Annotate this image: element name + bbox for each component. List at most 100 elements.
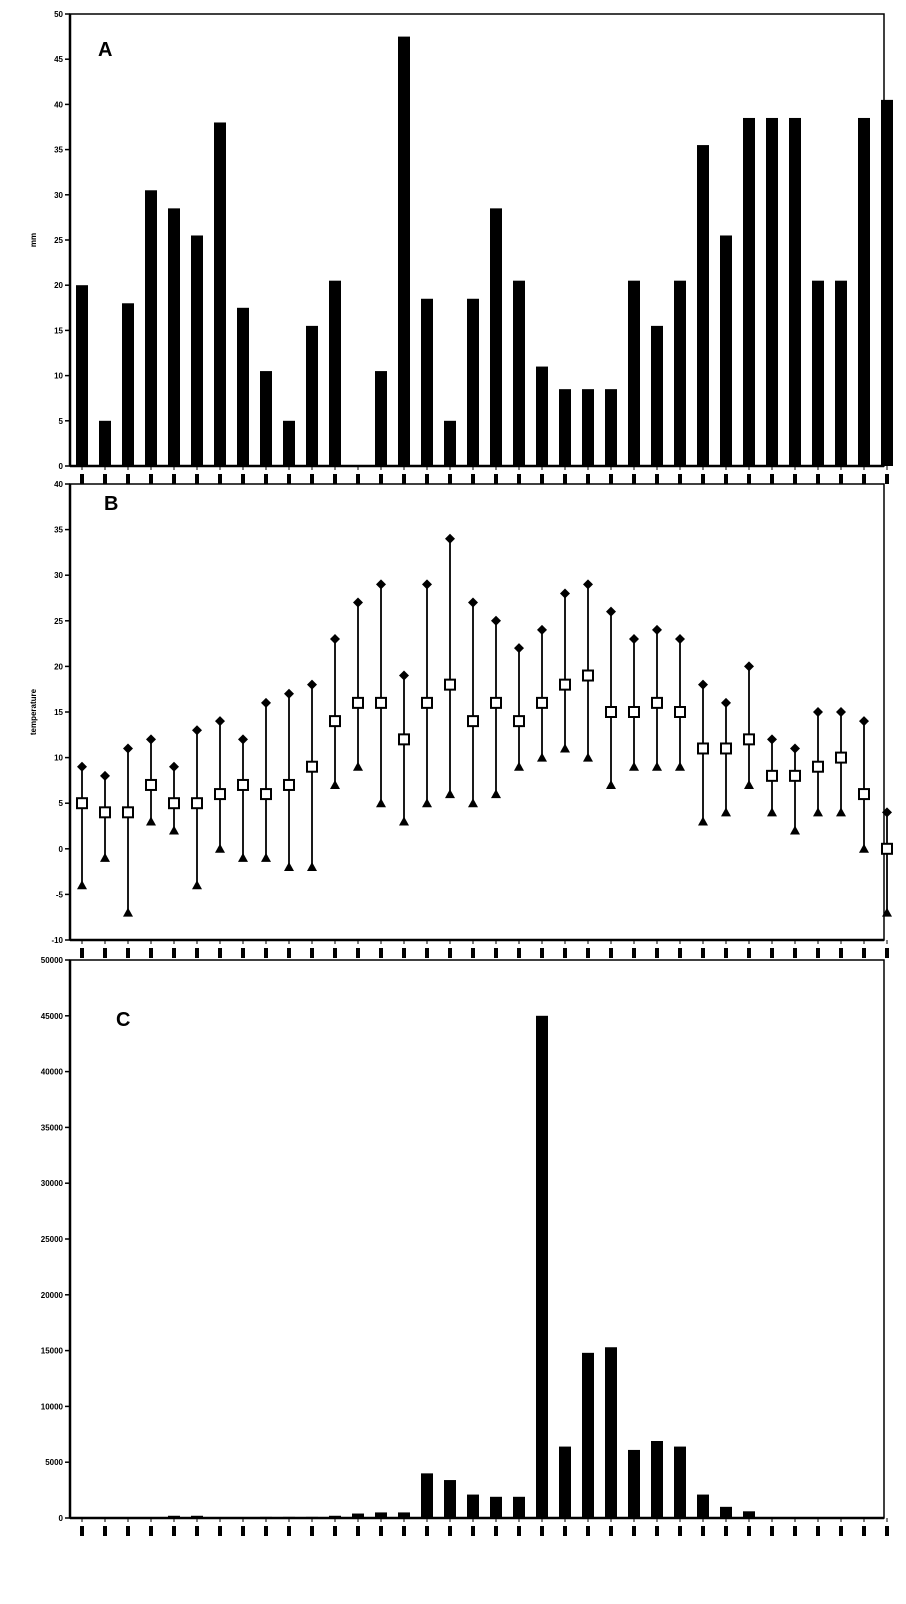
panel-a-bar-14 xyxy=(398,36,410,466)
panel-a-bar-26 xyxy=(674,280,686,466)
panel-c-x-category-glyph-25 xyxy=(655,1526,659,1536)
panel-a-x-category-glyph-3 xyxy=(149,474,153,484)
panel-b-max-marker-34 xyxy=(859,716,869,727)
panel-b-mean-marker-27 xyxy=(697,742,709,755)
panel-b-mean-marker-34 xyxy=(858,788,870,801)
panel-b-y-tick-label-3: 5 xyxy=(59,799,64,808)
panel-a-x-category-glyph-12 xyxy=(356,474,360,484)
panel-b-mean-marker-0 xyxy=(76,797,88,810)
panel-b-min-marker-34 xyxy=(859,843,869,853)
panel-c-x-category-glyph-32 xyxy=(816,1526,820,1536)
panel-a-x-category-glyph-24 xyxy=(632,474,636,484)
panel-c-bar-29 xyxy=(743,1511,755,1518)
panel-b-min-marker-14 xyxy=(399,816,409,826)
panel-c-y-tick-label-5: 25000 xyxy=(41,1235,64,1244)
panel-a-bar-19 xyxy=(513,280,525,466)
panel-b-min-marker-11 xyxy=(330,779,340,789)
panel-c-bar-16 xyxy=(444,1480,456,1518)
panel-c-x-category-glyph-23 xyxy=(609,1526,613,1536)
panel-a-x-category-glyph-9 xyxy=(287,474,291,484)
panel-b-mean-marker-30 xyxy=(766,769,778,782)
panel-c-x-category-glyph-10 xyxy=(310,1526,314,1536)
panel-a-x-category-glyph-5 xyxy=(195,474,199,484)
panel-c-x-category-glyph-21 xyxy=(563,1526,567,1536)
panel-c-x-category-glyph-28 xyxy=(724,1526,728,1536)
panel-b-x-category-glyph-8 xyxy=(264,948,268,958)
panel-a-bar-7 xyxy=(237,307,249,466)
panel-c-bar-8 xyxy=(260,1516,272,1518)
panel-b-max-marker-25 xyxy=(652,624,662,635)
panel-c-x-category-glyph-4 xyxy=(172,1526,176,1536)
panel-b-x-category-glyph-19 xyxy=(517,948,521,958)
panel-a-bar-22 xyxy=(582,389,594,466)
panel-a-bar-21 xyxy=(559,389,571,466)
panel-a-bar-8 xyxy=(260,371,272,466)
panel-b-min-marker-31 xyxy=(790,825,800,835)
panel-c-bar-27 xyxy=(697,1494,709,1518)
panel-a-x-category-glyph-35 xyxy=(885,474,889,484)
panel-a-bar-32 xyxy=(812,280,824,466)
panel-a-y-tick-label-0: 0 xyxy=(59,462,64,471)
panel-b-y-tick-label-7: 25 xyxy=(54,617,63,626)
panel-a-x-category-glyph-23 xyxy=(609,474,613,484)
panel-b-min-marker-3 xyxy=(146,816,156,826)
panel-a-bar-1 xyxy=(99,420,111,466)
panel-b-mean-marker-35 xyxy=(881,842,893,855)
panel-b-min-marker-20 xyxy=(537,752,547,762)
panel-c-y-tick-label-7: 35000 xyxy=(41,1123,64,1132)
panel-a-bar-2 xyxy=(122,303,134,466)
panel-b-x-category-glyph-3 xyxy=(149,948,153,958)
panel-c-y-tick-label-10: 50000 xyxy=(41,956,64,965)
panel-a-x-category-glyph-4 xyxy=(172,474,176,484)
panel-b-max-marker-10 xyxy=(307,679,317,690)
panel-c-x-category-glyph-35 xyxy=(885,1526,889,1536)
panel-a-x-category-glyph-2 xyxy=(126,474,130,484)
panel-b-x-category-glyph-1 xyxy=(103,948,107,958)
panel-c-x-category-glyph-16 xyxy=(448,1526,452,1536)
panel-b-y-tick-label-6: 20 xyxy=(54,662,63,671)
panel-c-bar-17 xyxy=(467,1494,479,1518)
panel-a-bar-30 xyxy=(766,117,778,467)
panel-b-chart: -10 -5 0 5 10 15 20 25 30 35 40 temperature xyxy=(29,480,893,958)
panel-b-max-marker-7 xyxy=(238,734,248,745)
panel-b-x-category-glyph-20 xyxy=(540,948,544,958)
panel-c-x-category-glyph-11 xyxy=(333,1526,337,1536)
panel-b-min-marker-0 xyxy=(77,880,87,890)
panel-b-max-marker-5 xyxy=(192,725,202,736)
panel-b-x-category-glyph-22 xyxy=(586,948,590,958)
panel-a-bar-18 xyxy=(490,208,502,467)
panel-b-min-marker-18 xyxy=(491,789,501,799)
panel-b-max-marker-29 xyxy=(744,661,754,672)
panel-c-bar-4 xyxy=(168,1515,180,1518)
panel-b-min-marker-32 xyxy=(813,807,823,817)
panel-b-x-category-glyph-7 xyxy=(241,948,245,958)
panel-c-chart: 0 5000 10000 15000 20000 25000 30000 35000 40000… xyxy=(41,956,889,1536)
panel-b-min-marker-26 xyxy=(675,761,685,771)
panel-c-x-category-glyph-1 xyxy=(103,1526,107,1536)
panel-b-max-marker-16 xyxy=(445,533,455,544)
panel-b-max-marker-23 xyxy=(606,606,616,617)
panel-a-bar-33 xyxy=(835,280,847,466)
panel-c-bar-12 xyxy=(352,1513,364,1518)
panel-b-max-marker-12 xyxy=(353,597,363,608)
panel-c-x-category-glyph-2 xyxy=(126,1526,130,1536)
panel-c-x-category-glyph-13 xyxy=(379,1526,383,1536)
panel-b-max-marker-20 xyxy=(537,624,547,635)
panel-c-y-tick-label-6: 30000 xyxy=(41,1179,64,1188)
panel-b-x-category-glyph-12 xyxy=(356,948,360,958)
panel-b-min-marker-7 xyxy=(238,852,248,862)
panel-c-label: C xyxy=(116,1009,130,1031)
panel-a-y-tick-label-2: 10 xyxy=(54,372,63,381)
panel-b-y-tick-label-4: 10 xyxy=(54,754,63,763)
panel-b-max-marker-19 xyxy=(514,643,524,654)
panel-c-x-category-glyph-27 xyxy=(701,1526,705,1536)
panel-a-bar-23 xyxy=(605,389,617,466)
panel-a-bar-35 xyxy=(881,99,893,466)
panel-c-x-category-glyph-0 xyxy=(80,1526,84,1536)
panel-b-y-tick-label-0: -10 xyxy=(51,936,63,945)
panel-b-min-marker-4 xyxy=(169,825,179,835)
panel-b-mean-marker-8 xyxy=(260,788,272,801)
panel-b-min-marker-16 xyxy=(445,789,455,799)
panel-b-mean-marker-9 xyxy=(283,778,295,791)
